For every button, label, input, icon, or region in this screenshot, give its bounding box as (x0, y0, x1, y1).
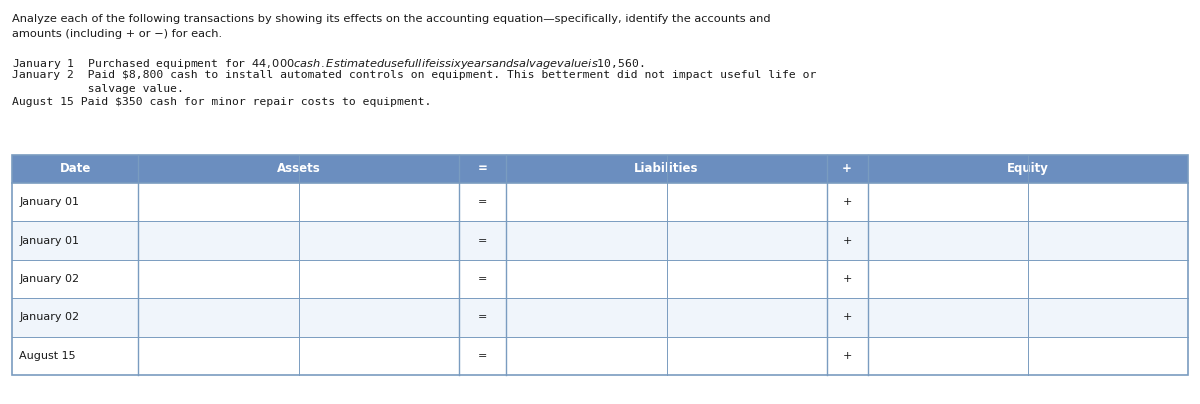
Text: salvage value.: salvage value. (12, 84, 184, 94)
Bar (12, 337, 1188, 375)
Text: January 01: January 01 (19, 197, 79, 207)
Text: Assets: Assets (277, 162, 320, 175)
Text: +: + (842, 236, 852, 246)
Text: Equity: Equity (1007, 162, 1049, 175)
Bar (12, 221, 1188, 260)
Text: January 02: January 02 (19, 312, 79, 322)
Bar (12, 298, 1188, 337)
Bar (12, 183, 1188, 221)
Text: +: + (842, 274, 852, 284)
Text: =: = (478, 312, 487, 322)
Text: +: + (842, 197, 852, 207)
Text: Date: Date (60, 162, 91, 175)
Text: amounts (including + or −) for each.: amounts (including + or −) for each. (12, 29, 222, 38)
Text: August 15: August 15 (19, 351, 76, 361)
Text: =: = (478, 274, 487, 284)
Text: January 1  Purchased equipment for $44,000 cash. Estimated useful life is six ye: January 1 Purchased equipment for $44,00… (12, 57, 644, 71)
Text: +: + (842, 162, 852, 175)
Bar (12, 260, 1188, 298)
Text: January 02: January 02 (19, 274, 79, 284)
Bar (12, 155, 1188, 375)
Bar (12, 155, 1188, 183)
Text: =: = (478, 236, 487, 246)
Text: =: = (478, 162, 487, 175)
Text: August 15 Paid $350 cash for minor repair costs to equipment.: August 15 Paid $350 cash for minor repai… (12, 97, 431, 107)
Text: +: + (842, 351, 852, 361)
Text: Analyze each of the following transactions by showing its effects on the account: Analyze each of the following transactio… (12, 14, 770, 24)
Text: =: = (478, 351, 487, 361)
Text: +: + (842, 312, 852, 322)
Text: Liabilities: Liabilities (635, 162, 698, 175)
Text: January 01: January 01 (19, 236, 79, 246)
Text: =: = (478, 197, 487, 207)
Text: January 2  Paid $8,800 cash to install automated controls on equipment. This bet: January 2 Paid $8,800 cash to install au… (12, 70, 816, 80)
